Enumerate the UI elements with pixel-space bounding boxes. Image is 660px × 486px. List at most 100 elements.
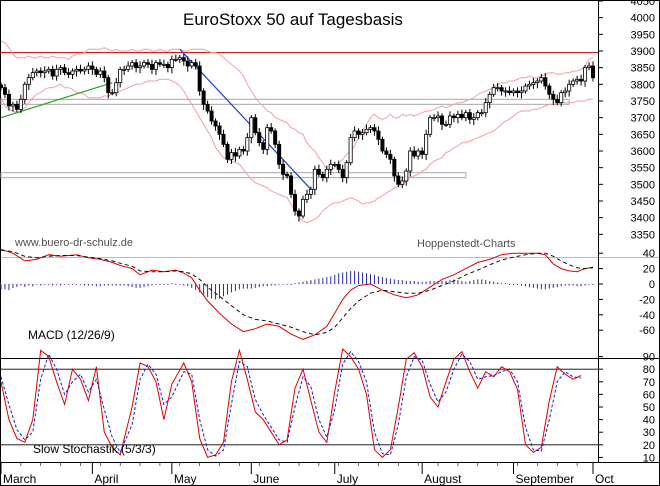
candle-body — [404, 170, 409, 182]
candle-body — [181, 57, 186, 62]
candle — [344, 160, 349, 184]
bollinger-upper — [0, 40, 594, 172]
candle-body — [455, 113, 460, 119]
candle — [320, 171, 325, 182]
candle-body — [483, 102, 488, 114]
candle — [447, 111, 452, 128]
candle — [296, 208, 301, 222]
candle-body — [114, 82, 119, 94]
candle-body — [277, 143, 282, 165]
candle — [114, 78, 119, 97]
candle — [579, 74, 584, 86]
candle — [146, 59, 151, 68]
candle-body — [451, 115, 456, 119]
candle — [209, 106, 214, 125]
candle — [404, 168, 409, 186]
candle — [555, 94, 560, 106]
candle — [94, 66, 99, 77]
price-tick-label: 3650 — [631, 129, 655, 141]
candle — [189, 60, 194, 69]
candle — [591, 61, 596, 82]
candle-body — [130, 62, 135, 67]
month-label: Oct — [595, 472, 614, 486]
candle-body — [467, 112, 472, 120]
candle — [249, 115, 254, 144]
candle-body — [169, 58, 174, 69]
stochastic-tick-label: 30 — [643, 427, 655, 439]
candle-body — [344, 162, 349, 179]
candle-body — [249, 117, 254, 139]
price-tick-label: 3900 — [631, 46, 655, 58]
candle-body — [30, 72, 35, 79]
candle-body — [78, 68, 83, 72]
candle-body — [293, 193, 298, 212]
candle — [237, 146, 242, 159]
candle — [436, 111, 441, 123]
candle — [38, 67, 43, 78]
candle-body — [241, 148, 246, 152]
candle — [543, 73, 548, 90]
candle-body — [257, 132, 262, 144]
candle — [102, 66, 107, 83]
candle — [559, 90, 564, 107]
macd-label: MACD (12/26/9) — [28, 328, 115, 342]
candle-body — [269, 127, 274, 132]
candle — [583, 65, 588, 87]
candle — [110, 89, 115, 96]
candle — [285, 171, 290, 179]
candle — [185, 56, 190, 72]
candle-body — [487, 93, 492, 104]
candle — [34, 68, 39, 77]
candle-body — [10, 103, 15, 107]
candle-body — [110, 92, 115, 95]
candle — [392, 156, 397, 182]
macd-macd-line — [0, 248, 594, 340]
candle-body — [261, 142, 266, 150]
candle — [161, 59, 166, 68]
candle — [440, 113, 445, 130]
candle-body — [157, 62, 162, 65]
candle — [360, 129, 365, 140]
price-tick-label: 3550 — [631, 163, 655, 175]
candle — [205, 100, 210, 114]
candle-body — [320, 173, 325, 179]
candle-body — [6, 93, 11, 107]
candle-body — [567, 83, 572, 92]
candle — [149, 59, 154, 74]
candle — [225, 141, 230, 163]
candle-body — [547, 85, 552, 95]
candle-body — [22, 83, 27, 100]
stochastic-tick-label: 40 — [643, 415, 655, 427]
price-tick-label: 3600 — [631, 146, 655, 158]
candle — [503, 87, 508, 97]
candle-body — [499, 87, 504, 92]
macd-tick-label: -20 — [639, 294, 655, 306]
candle-body — [332, 163, 337, 166]
candle — [380, 136, 385, 154]
candle-body — [471, 117, 476, 120]
candle-body — [432, 117, 437, 120]
candle — [289, 172, 294, 198]
candle-body — [348, 137, 353, 164]
candle — [499, 85, 504, 96]
candle-body — [535, 80, 540, 84]
macd-tick-label: -40 — [639, 310, 655, 322]
candle-body — [173, 58, 178, 61]
candle-body — [54, 68, 59, 77]
candle — [372, 124, 377, 136]
candle-body — [118, 68, 123, 84]
candle-body — [376, 130, 381, 140]
candle — [324, 165, 329, 183]
candle — [153, 60, 158, 75]
candle — [511, 88, 516, 97]
candle-body — [189, 62, 194, 67]
candle — [0, 82, 4, 91]
watermark-website: www.buero-dr-schulz.de — [14, 237, 133, 249]
candle-body — [126, 65, 131, 70]
macd-tick-label: 40 — [643, 248, 655, 260]
price-tick-label: 3750 — [631, 96, 655, 108]
month-label: June — [253, 472, 279, 486]
candle-body — [265, 127, 270, 150]
candle — [563, 87, 568, 98]
